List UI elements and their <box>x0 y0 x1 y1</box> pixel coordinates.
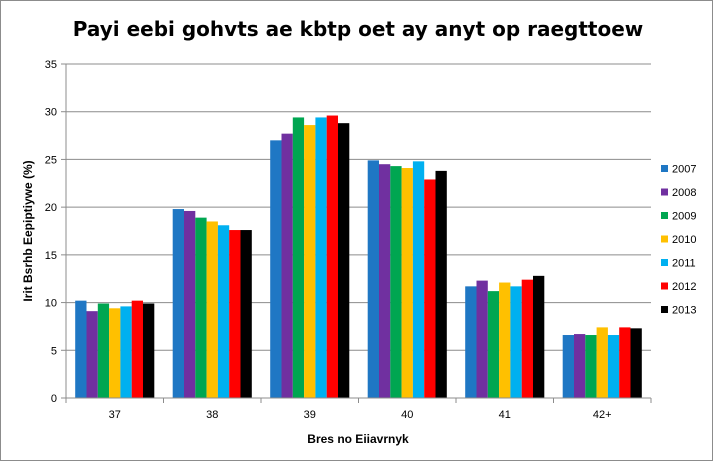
legend-swatch-2010 <box>661 235 668 243</box>
legend-swatch-2011 <box>661 259 668 266</box>
bar-2012-39 <box>326 115 338 398</box>
y-tick-labels: 0 5 10 15 20 25 30 35 <box>45 59 57 405</box>
bar-2013-42+ <box>630 328 642 398</box>
bar-2012-42+ <box>619 327 631 398</box>
bar-2011-39 <box>315 117 327 398</box>
bar-2013-38 <box>240 230 252 398</box>
x-tick-label: 42+ <box>593 409 612 421</box>
x-tick-labels: 37 38 39 40 41 42+ <box>109 409 612 421</box>
y-tick-label: 35 <box>45 59 57 71</box>
bar-2009-39 <box>292 117 305 398</box>
legend-label-2009: 2009 <box>672 211 696 223</box>
bar-2007-41 <box>465 286 477 398</box>
bar-2008-37 <box>86 311 98 398</box>
y-tick-label: 20 <box>45 202 57 214</box>
y-axis-label: Irit Bsrhb Eepiptiywe (%) <box>21 160 35 301</box>
bar-2012-37 <box>131 300 143 398</box>
bar-2008-42+ <box>574 334 586 398</box>
y-tick-label: 5 <box>51 345 57 357</box>
bar-2009-37 <box>97 303 110 398</box>
x-tick-label: 37 <box>109 409 121 421</box>
axes <box>65 64 652 403</box>
x-axis-label: Bres no Eiiavrnyk <box>307 432 409 446</box>
y-tick-label: 10 <box>45 298 57 310</box>
legend-swatch-2009 <box>661 212 668 219</box>
x-tick-label: 41 <box>499 409 511 421</box>
legend-swatch-2012 <box>661 282 668 290</box>
y-tick-label: 0 <box>51 393 57 405</box>
legend-label-2011: 2011 <box>672 258 696 270</box>
bar-2012-40 <box>424 179 436 398</box>
x-tick-label: 39 <box>304 409 316 421</box>
bar-2011-41 <box>510 286 522 398</box>
x-tick-label: 38 <box>206 409 218 421</box>
bar-2010-41 <box>499 282 511 398</box>
bar-2010-39 <box>304 125 316 398</box>
bar-2011-38 <box>217 225 230 398</box>
y-tick-label: 30 <box>45 107 57 119</box>
legend: 2007 2008 2009 2010 2011 2012 2013 <box>661 164 696 317</box>
bar-2010-42+ <box>596 327 608 398</box>
legend-label-2010: 2010 <box>672 234 696 246</box>
legend-label-2013: 2013 <box>672 305 696 317</box>
bar-2007-39 <box>270 140 282 398</box>
bar-2013-39 <box>338 123 350 399</box>
bar-2013-40 <box>435 170 447 398</box>
y-tick-label: 25 <box>45 154 57 166</box>
bar-2008-38 <box>184 210 196 398</box>
bar-2012-41 <box>521 279 533 398</box>
bar-2011-42+ <box>607 335 620 398</box>
bar-2007-40 <box>367 160 379 398</box>
bar-2010-38 <box>206 221 218 398</box>
bar-2007-42+ <box>562 335 574 398</box>
bar-2011-37 <box>120 306 132 398</box>
bar-2009-42+ <box>585 335 597 398</box>
x-tick-label: 40 <box>401 409 413 421</box>
legend-swatch-2007 <box>661 165 668 172</box>
gridlines <box>61 63 651 399</box>
bar-2013-37 <box>143 303 155 398</box>
legend-swatch-2013 <box>661 306 668 313</box>
bar-2010-40 <box>401 168 413 398</box>
bar-2009-40 <box>390 166 402 398</box>
bar-2008-41 <box>476 280 488 398</box>
legend-label-2007: 2007 <box>672 164 696 176</box>
bar-2013-41 <box>533 275 545 398</box>
bar-2009-38 <box>195 217 207 398</box>
bar-2011-40 <box>412 161 425 398</box>
bar-2007-37 <box>75 300 87 398</box>
legend-swatch-2008 <box>661 188 668 196</box>
bar-2007-38 <box>172 209 184 398</box>
bar-2012-38 <box>229 230 241 398</box>
bars <box>75 115 642 399</box>
bar-2009-41 <box>487 291 500 398</box>
chart-title: Payi eebi gohvts ae kbtp oet ay anyt op … <box>73 17 644 41</box>
bar-2010-37 <box>109 308 121 398</box>
bar-2008-39 <box>281 133 293 398</box>
bar-2008-40 <box>379 164 391 398</box>
legend-label-2008: 2008 <box>672 187 696 199</box>
y-tick-label: 15 <box>45 250 57 262</box>
legend-label-2012: 2012 <box>672 281 696 293</box>
